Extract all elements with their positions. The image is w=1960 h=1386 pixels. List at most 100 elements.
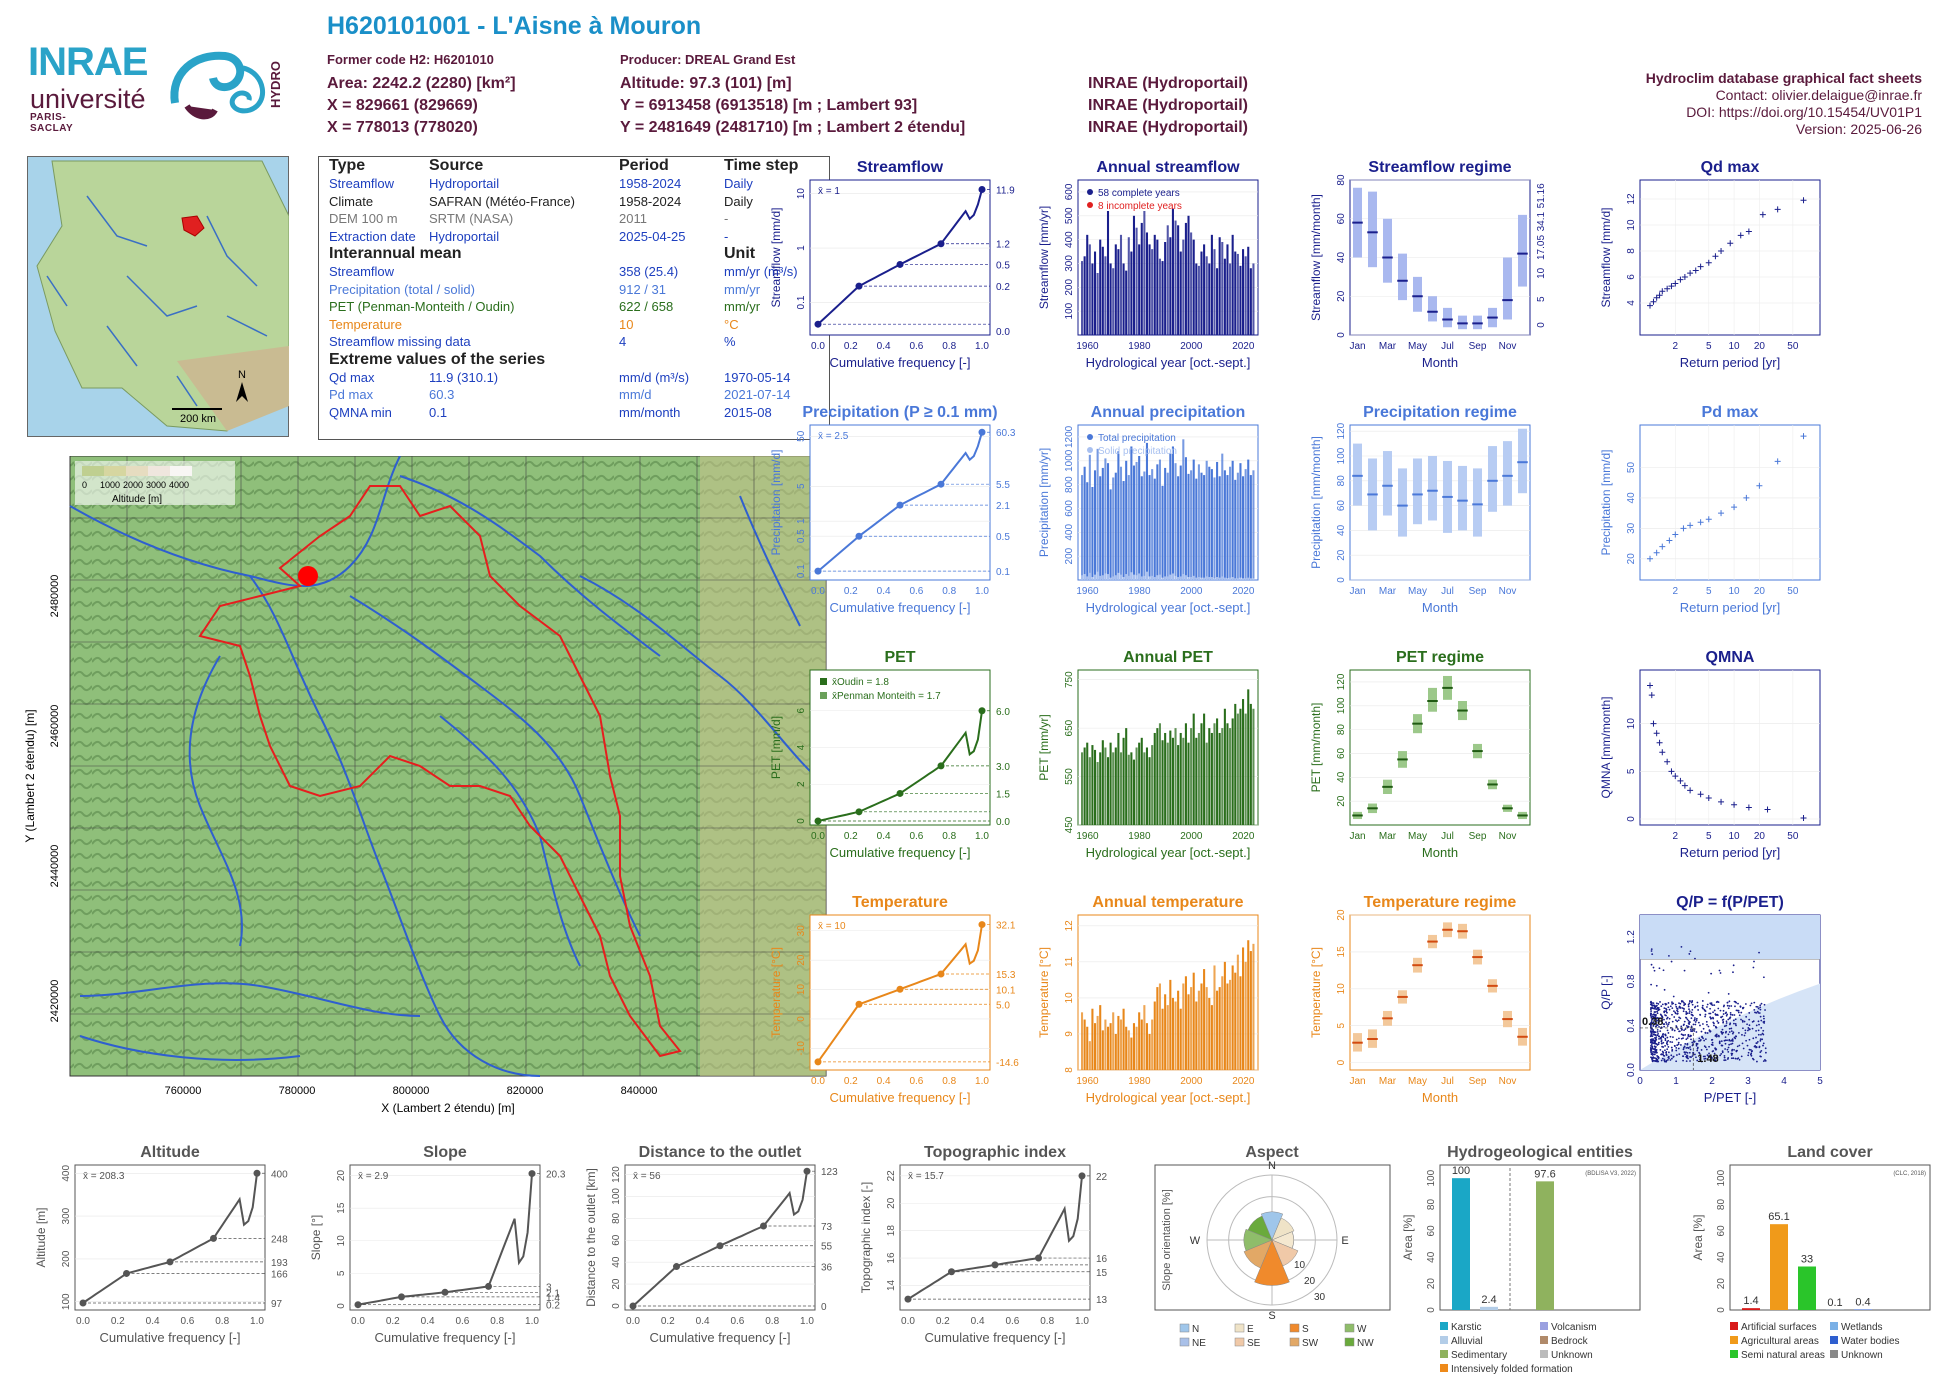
annual_pet-bar: [1143, 752, 1146, 825]
q_over_p-point: [1703, 1058, 1706, 1060]
credits-title: Hydroclim database graphical fact sheets: [1645, 70, 1922, 86]
gauging-station-icon[interactable]: [298, 566, 318, 586]
annual_precip-solid-bar: [1112, 576, 1115, 580]
annual_precip-solid-bar: [1148, 576, 1151, 580]
q_over_p-point: [1687, 1033, 1690, 1036]
annual_precip-solid-bar: [1153, 577, 1156, 580]
q_over_p-point: [1745, 1039, 1748, 1042]
interannual-mean-head: Interannual mean: [329, 245, 462, 262]
annual_precip-solid-bar: [1117, 572, 1120, 580]
annual_precip-bar: [1187, 473, 1190, 580]
pet_cdf-title: PET: [884, 649, 915, 666]
q_over_p-point: [1718, 1042, 1721, 1045]
q_over_p-point: [1731, 1040, 1734, 1042]
streamflow_cdf-xtick: 0.8: [942, 341, 956, 352]
q_over_p-point: [1682, 1048, 1685, 1051]
table-cell: 0.1: [429, 404, 448, 420]
q_over_p-point: [1690, 1038, 1692, 1041]
annual_streamflow-bar: [1106, 211, 1110, 335]
annual_temp-bar: [1252, 943, 1255, 1070]
streamflow_cdf-frame: [809, 179, 991, 336]
q_over_p-point: [1753, 1001, 1756, 1004]
annual_temp-bar: [1099, 1005, 1102, 1070]
aspect-legend-label: SW: [1302, 1338, 1319, 1349]
annual_precip-bar: [1138, 456, 1141, 580]
annual_temp-bar: [1132, 1023, 1136, 1070]
annual_pet-bar: [1187, 742, 1190, 825]
q_over_p-point: [1675, 1025, 1678, 1027]
page-title: H620101001 - L'Aisne à Mouron: [327, 12, 702, 40]
q_over_p-point: [1685, 1055, 1688, 1058]
annual_streamflow-bar: [1127, 237, 1130, 335]
q_over_p-point: [1668, 954, 1670, 957]
annual_streamflow-bar: [1218, 237, 1221, 335]
pet_cdf-right-tick: 3.0: [996, 762, 1010, 773]
q_over_p-point: [1654, 1031, 1657, 1034]
hydrogeology-bar: [1480, 1306, 1498, 1310]
q_over_p-point: [1677, 1047, 1680, 1050]
annual_streamflow-xtick: 2020: [1232, 341, 1255, 352]
table-cell: 1958-2024: [619, 193, 682, 209]
q_over_p-point: [1741, 1019, 1744, 1022]
q_over_p-point: [1726, 1048, 1729, 1051]
q_over_p-point: [1746, 1023, 1748, 1026]
annual_pet-bar: [1252, 708, 1255, 825]
q_over_p-point: [1730, 1030, 1733, 1033]
q_over_p-point: [1751, 1021, 1754, 1023]
land_cover-legend-label: Agricultural areas: [1741, 1336, 1819, 1347]
slope_cdf-xtick: 0.2: [386, 1316, 400, 1327]
q_over_p-point: [1728, 1038, 1731, 1041]
hydrogeology-legend-swatch: [1440, 1364, 1448, 1372]
annual_precip-solid-bar: [1244, 578, 1247, 580]
q_over_p-point: [1654, 1034, 1657, 1036]
annual_precip-solid-bar: [1190, 577, 1193, 580]
land_cover-legend-label: Unknown: [1841, 1350, 1883, 1361]
aspect-legend-label: NE: [1192, 1338, 1206, 1349]
q_over_p-point: [1675, 1060, 1678, 1063]
q_over_p-point: [1655, 984, 1658, 987]
annual_pet-xtick: 2020: [1232, 831, 1255, 842]
qd_max-ytick: 6: [1626, 274, 1637, 280]
annual_streamflow-bar: [1216, 268, 1219, 335]
q_over_p-point: [1689, 1028, 1692, 1031]
annual_streamflow-bar: [1099, 239, 1102, 335]
annual_pet-bar: [1197, 732, 1200, 825]
q_over_p-ytick: 0.4: [1626, 1018, 1637, 1032]
qmna-point: [1647, 682, 1653, 689]
q_over_p-point: [1723, 1039, 1726, 1042]
q_over_p-point: [1748, 1018, 1751, 1021]
temp_cdf-xtick: 0.6: [909, 1076, 923, 1087]
q_over_p-point: [1723, 1059, 1726, 1062]
annual_streamflow-bar: [1192, 239, 1195, 335]
slope_cdf-mean-label: x̄ = 2.9: [358, 1171, 389, 1182]
annual_precip-bar: [1117, 451, 1120, 580]
distance_cdf-title: Distance to the outlet: [639, 1144, 802, 1161]
q_over_p-point: [1650, 1040, 1653, 1043]
annual_precip-bar: [1104, 458, 1107, 580]
q_over_p-point: [1697, 1009, 1700, 1011]
q_over_p-point: [1663, 988, 1666, 991]
qd_max-point: [1692, 267, 1699, 274]
distance_cdf-ytick: 120: [611, 1166, 622, 1183]
q_over_p-point: [1650, 1050, 1652, 1053]
q_over_p-point: [1653, 1004, 1656, 1007]
credits-doi[interactable]: DOI: https://doi.org/10.15454/UV01P1: [1686, 104, 1922, 120]
q_over_p-point: [1666, 1011, 1668, 1014]
land_cover-value-label: 0.1: [1827, 1297, 1842, 1309]
annual_precip-bar: [1226, 475, 1229, 580]
qmna-point: [1668, 768, 1675, 775]
annual_temp-bar: [1177, 990, 1180, 1070]
q_over_p-point: [1650, 983, 1653, 986]
q_over_p-point: [1711, 1041, 1714, 1044]
pet_cdf-ytick: 6: [796, 708, 807, 714]
streamflow_regime-ytick: 80: [1336, 174, 1347, 186]
annual_pet-bar: [1101, 740, 1104, 825]
q_over_p-point: [1702, 1037, 1704, 1040]
slope_cdf-ytick: 10: [336, 1235, 347, 1247]
annual_temp-bar: [1151, 1019, 1154, 1070]
q_over_p-point: [1742, 1027, 1744, 1030]
land_cover-ylabel: Area [%]: [1691, 1214, 1705, 1260]
annual_precip-ylabel: Precipitation [mm/yr]: [1037, 448, 1051, 557]
